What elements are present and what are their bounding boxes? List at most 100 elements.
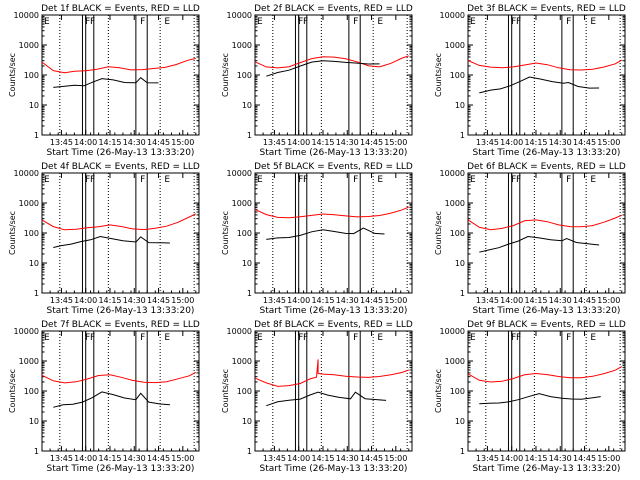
chart-title: Det 2f BLACK = Events, RED = LLD (254, 4, 413, 14)
flag-label: F (85, 17, 90, 27)
y-tick-label: 10 (29, 101, 39, 110)
y-tick-label: 10000 (14, 11, 39, 20)
y-tick-label: 1000 (19, 199, 39, 208)
x-tick-label: 14:15 (311, 454, 334, 463)
x-tick-label: 14:00 (500, 296, 523, 305)
y-tick-label: 100 (237, 71, 252, 80)
plot-frame (467, 172, 626, 294)
x-tick-label: 14:30 (336, 296, 359, 305)
flag-label: F (516, 333, 521, 343)
y-tick-label: 1 (34, 131, 39, 140)
x-tick-label: 13:45 (50, 138, 73, 147)
x-tick-label: 14:00 (74, 138, 97, 147)
plot-frame (41, 330, 200, 452)
y-axis-label: Counts/sec (8, 369, 17, 413)
y-tick-label: 1000 (232, 357, 252, 366)
chart-panel-8: Det 8f BLACK = Events, RED = LLD 1 10 100 10… (221, 320, 413, 474)
flag-label: F (516, 17, 521, 27)
lld-series-line (254, 206, 409, 219)
flag-label: F (140, 17, 145, 27)
x-tick-label: 14:00 (74, 454, 97, 463)
y-tick-label: 1000 (232, 41, 252, 50)
y-tick-label: 100 (237, 387, 252, 396)
chart-panel-2: Det 2f BLACK = Events, RED = LLD 1 10 100 10… (221, 4, 413, 158)
x-tick-label: 15:00 (384, 454, 407, 463)
y-axis-label: Counts/sec (8, 211, 17, 255)
x-tick-label: 14:30 (549, 296, 572, 305)
x-axis-label: Start Time (26-May-13 13:33:20) (260, 306, 408, 316)
chart-title: Det 1f BLACK = Events, RED = LLD (41, 4, 200, 14)
x-tick-label: 14:15 (311, 138, 334, 147)
y-tick-label: 10000 (227, 11, 252, 20)
events-series-line (53, 235, 170, 248)
plot-frame (41, 172, 200, 294)
x-tick-label: 14:00 (287, 454, 310, 463)
x-tick-label: 15:00 (384, 138, 407, 147)
x-tick-label: 14:00 (287, 296, 310, 305)
x-tick-label: 14:30 (549, 454, 572, 463)
x-tick-label: 15:00 (597, 454, 620, 463)
lld-series-line (41, 213, 197, 231)
lld-series-line (467, 214, 622, 231)
y-tick-label: 10 (455, 259, 465, 268)
y-tick-label: 10 (242, 101, 252, 110)
y-tick-label: 1 (460, 131, 465, 140)
x-tick-label: 14:00 (287, 138, 310, 147)
flag-label: F (303, 175, 308, 185)
y-tick-label: 10 (29, 417, 39, 426)
chart-panel-3: Det 3f BLACK = Events, RED = LLD 1 10 100 10… (434, 4, 626, 158)
y-tick-label: 1 (247, 289, 252, 298)
events-series-line (479, 76, 600, 94)
y-tick-label: 1 (460, 289, 465, 298)
flag-label: F (511, 17, 516, 27)
x-tick-label: 14:45 (573, 138, 596, 147)
events-series-line (479, 393, 601, 405)
y-tick-label: 1 (460, 447, 465, 456)
flag-label: E (590, 333, 596, 343)
y-tick-label: 10 (242, 417, 252, 426)
plot-frame (467, 330, 626, 452)
x-tick-label: 15:00 (597, 138, 620, 147)
flag-label: F (511, 175, 516, 185)
x-axis-label: Start Time (26-May-13 13:33:20) (47, 148, 195, 158)
x-tick-label: 14:45 (360, 454, 383, 463)
x-tick-label: 14:30 (123, 296, 146, 305)
y-tick-label: 10000 (14, 327, 39, 336)
x-tick-label: 14:45 (147, 138, 170, 147)
plot-frame (254, 330, 413, 452)
x-tick-label: 14:15 (524, 454, 547, 463)
flag-label: E (377, 17, 383, 27)
flag-label: F (298, 333, 303, 343)
flag-label: E (590, 17, 596, 27)
x-tick-label: 14:30 (123, 454, 146, 463)
x-tick-label: 14:15 (98, 138, 121, 147)
flag-label: F (566, 333, 571, 343)
flag-label: E (590, 175, 596, 185)
flag-label: E (44, 17, 50, 27)
x-tick-label: 14:45 (360, 138, 383, 147)
y-tick-label: 1 (34, 447, 39, 456)
y-tick-label: 100 (24, 71, 39, 80)
flag-label: E (470, 333, 476, 343)
y-axis-label: Counts/sec (221, 53, 230, 97)
x-tick-label: 15:00 (171, 138, 194, 147)
y-tick-label: 10000 (440, 327, 465, 336)
y-tick-label: 1000 (445, 357, 465, 366)
y-tick-label: 10 (455, 417, 465, 426)
flag-label: F (303, 333, 308, 343)
x-tick-label: 14:15 (98, 454, 121, 463)
lld-series-line (254, 359, 409, 387)
flag-label: F (516, 175, 521, 185)
x-tick-label: 13:45 (263, 454, 286, 463)
flag-label: F (85, 175, 90, 185)
y-tick-label: 100 (24, 387, 39, 396)
flag-label: E (470, 17, 476, 27)
y-tick-label: 1 (247, 447, 252, 456)
chart-title: Det 5f BLACK = Events, RED = LLD (254, 162, 413, 172)
flag-label: F (140, 333, 145, 343)
y-axis-label: Counts/sec (221, 211, 230, 255)
x-axis-label: Start Time (26-May-13 13:33:20) (260, 464, 408, 474)
x-axis-label: Start Time (26-May-13 13:33:20) (47, 464, 195, 474)
x-axis-label: Start Time (26-May-13 13:33:20) (47, 306, 195, 316)
x-tick-label: 13:45 (476, 454, 499, 463)
